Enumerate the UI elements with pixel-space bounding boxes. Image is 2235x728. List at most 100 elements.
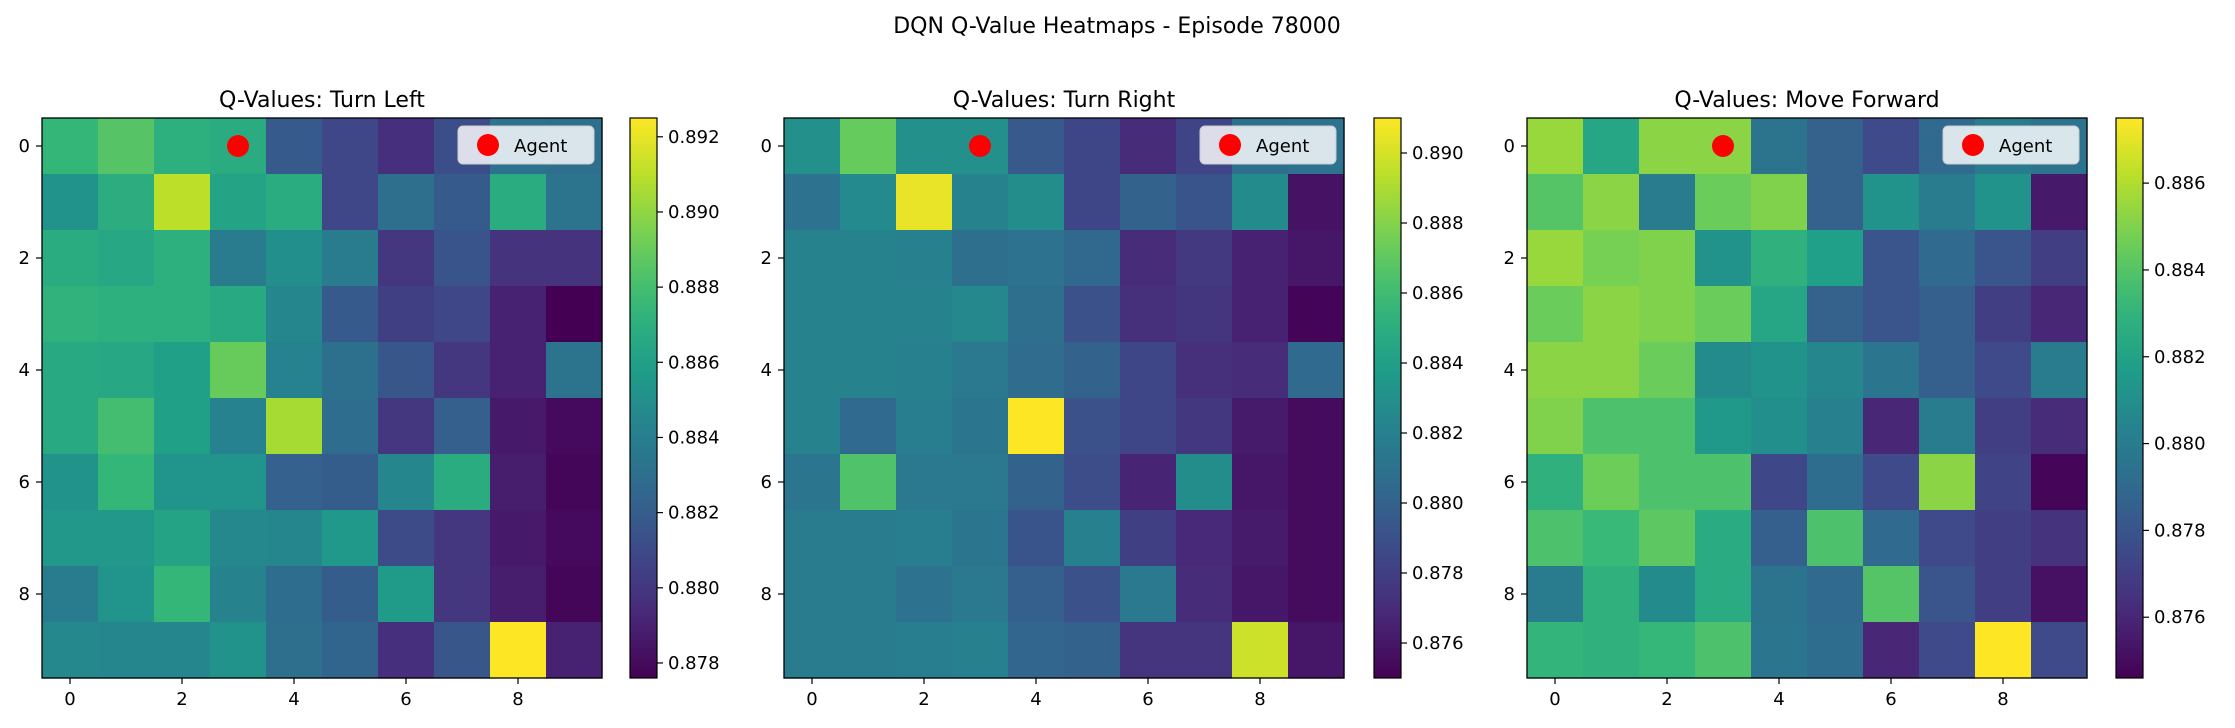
heatmap-cell	[2031, 454, 2088, 511]
heatmap-cell	[1232, 286, 1289, 343]
heatmap-cell	[98, 118, 155, 175]
heatmap-cell	[1751, 118, 1808, 175]
heatmap-cell	[1583, 622, 1640, 679]
heatmap-cell	[322, 286, 379, 343]
heatmap-cell	[896, 622, 953, 679]
colorbar-tick-label: 0.892	[668, 127, 720, 148]
heatmap-cell	[490, 230, 547, 287]
heatmap-cell	[1863, 398, 1920, 455]
heatmap-cell	[490, 342, 547, 399]
heatmap-cell	[546, 398, 603, 455]
x-tick-label: 4	[1030, 689, 1041, 710]
heatmap-cell	[1807, 286, 1864, 343]
heatmap-cell	[1919, 342, 1976, 399]
heatmap-cell	[154, 342, 211, 399]
heatmap-cell	[378, 622, 435, 679]
heatmap-cell	[952, 230, 1009, 287]
axes-frame	[41, 117, 603, 679]
legend: Agent	[1199, 125, 1337, 165]
heatmap-cell	[154, 286, 211, 343]
heatmap-cell	[1288, 398, 1345, 455]
heatmap-cell	[322, 510, 379, 567]
x-tick-label: 0	[1549, 689, 1560, 710]
heatmap-cell	[1008, 398, 1065, 455]
heatmap-cell	[434, 510, 491, 567]
heatmap-cell	[490, 398, 547, 455]
x-tick-label: 8	[1254, 689, 1265, 710]
heatmap-cell	[952, 174, 1009, 231]
heatmap-cell	[1695, 286, 1752, 343]
heatmap-cell	[378, 510, 435, 567]
x-tick-label: 6	[400, 689, 411, 710]
heatmap-cell	[210, 622, 267, 679]
heatmap-cell	[896, 174, 953, 231]
heatmap-cell	[1807, 398, 1864, 455]
heatmap-cell	[266, 230, 323, 287]
heatmap-cell	[952, 286, 1009, 343]
x-tick-label: 8	[512, 689, 523, 710]
y-tick-label: 8	[761, 584, 772, 605]
heatmap-cell	[1064, 398, 1121, 455]
heatmap-cell	[42, 230, 99, 287]
heatmap-cell	[1583, 174, 1640, 231]
heatmap-cell	[1064, 286, 1121, 343]
heatmap-cell	[1527, 230, 1584, 287]
heatmap-cell	[434, 342, 491, 399]
y-tick-label: 0	[1504, 136, 1515, 157]
heatmap-cell	[266, 174, 323, 231]
heatmap-cell	[784, 510, 841, 567]
heatmap-cell	[1807, 118, 1864, 175]
heatmap-cell	[1807, 174, 1864, 231]
heatmap-cell	[1008, 622, 1065, 679]
heatmap-panels: Q-Values: Turn Left 0 2 4 6 8 0 2 4 6 8 Agent 0.878 0…	[19, 88, 2206, 710]
heatmap-cell	[378, 342, 435, 399]
heatmap-cell	[154, 454, 211, 511]
heatmap-cell	[1919, 622, 1976, 679]
heatmap-cell	[1176, 174, 1233, 231]
heatmap-cell	[266, 398, 323, 455]
colorbar-tick-label: 0.880	[668, 578, 720, 599]
heatmap-cell	[546, 510, 603, 567]
x-tick-label: 8	[1997, 689, 2008, 710]
heatmap-cell	[1120, 510, 1177, 567]
y-tick-label: 6	[761, 472, 772, 493]
heatmap-cell	[952, 622, 1009, 679]
heatmap-cell	[1176, 398, 1233, 455]
heatmap-cell	[840, 510, 897, 567]
heatmap-cell	[322, 342, 379, 399]
agent-marker	[969, 135, 991, 157]
heatmap-cell	[1695, 454, 1752, 511]
heatmap-cell	[1919, 510, 1976, 567]
heatmap-cell	[490, 174, 547, 231]
heatmap-cell	[1064, 230, 1121, 287]
heatmap-cell	[1064, 566, 1121, 623]
heatmap-cell	[378, 230, 435, 287]
heatmap-cell	[1975, 454, 2032, 511]
heatmap-cell	[378, 566, 435, 623]
heatmap-cell	[840, 286, 897, 343]
axes-frame	[783, 117, 1345, 679]
heatmap-cell	[210, 566, 267, 623]
heatmap-cell	[434, 398, 491, 455]
legend-agent-marker	[1219, 134, 1241, 156]
heatmap-cell	[1232, 454, 1289, 511]
heatmap-cell	[896, 510, 953, 567]
colorbar-tick-label: 0.880	[2154, 434, 2206, 455]
heatmap-cell	[98, 510, 155, 567]
heatmap-cell	[210, 230, 267, 287]
colorbar-tick-label: 0.878	[1412, 563, 1464, 584]
heatmap-cell	[98, 286, 155, 343]
x-tick-label: 2	[176, 689, 187, 710]
heatmap-cell	[266, 566, 323, 623]
x-tick-label: 6	[1885, 689, 1896, 710]
heatmap-cell	[490, 566, 547, 623]
colorbar-tick-label: 0.882	[1412, 423, 1464, 444]
legend-label: Agent	[1256, 136, 1309, 157]
heatmap-cell	[1975, 230, 2032, 287]
heatmap-cell	[1064, 510, 1121, 567]
heatmap-cell	[784, 230, 841, 287]
y-tick-label: 0	[19, 136, 30, 157]
heatmap-cell	[490, 510, 547, 567]
heatmap-cell	[1527, 342, 1584, 399]
heatmap-cell	[2031, 566, 2088, 623]
